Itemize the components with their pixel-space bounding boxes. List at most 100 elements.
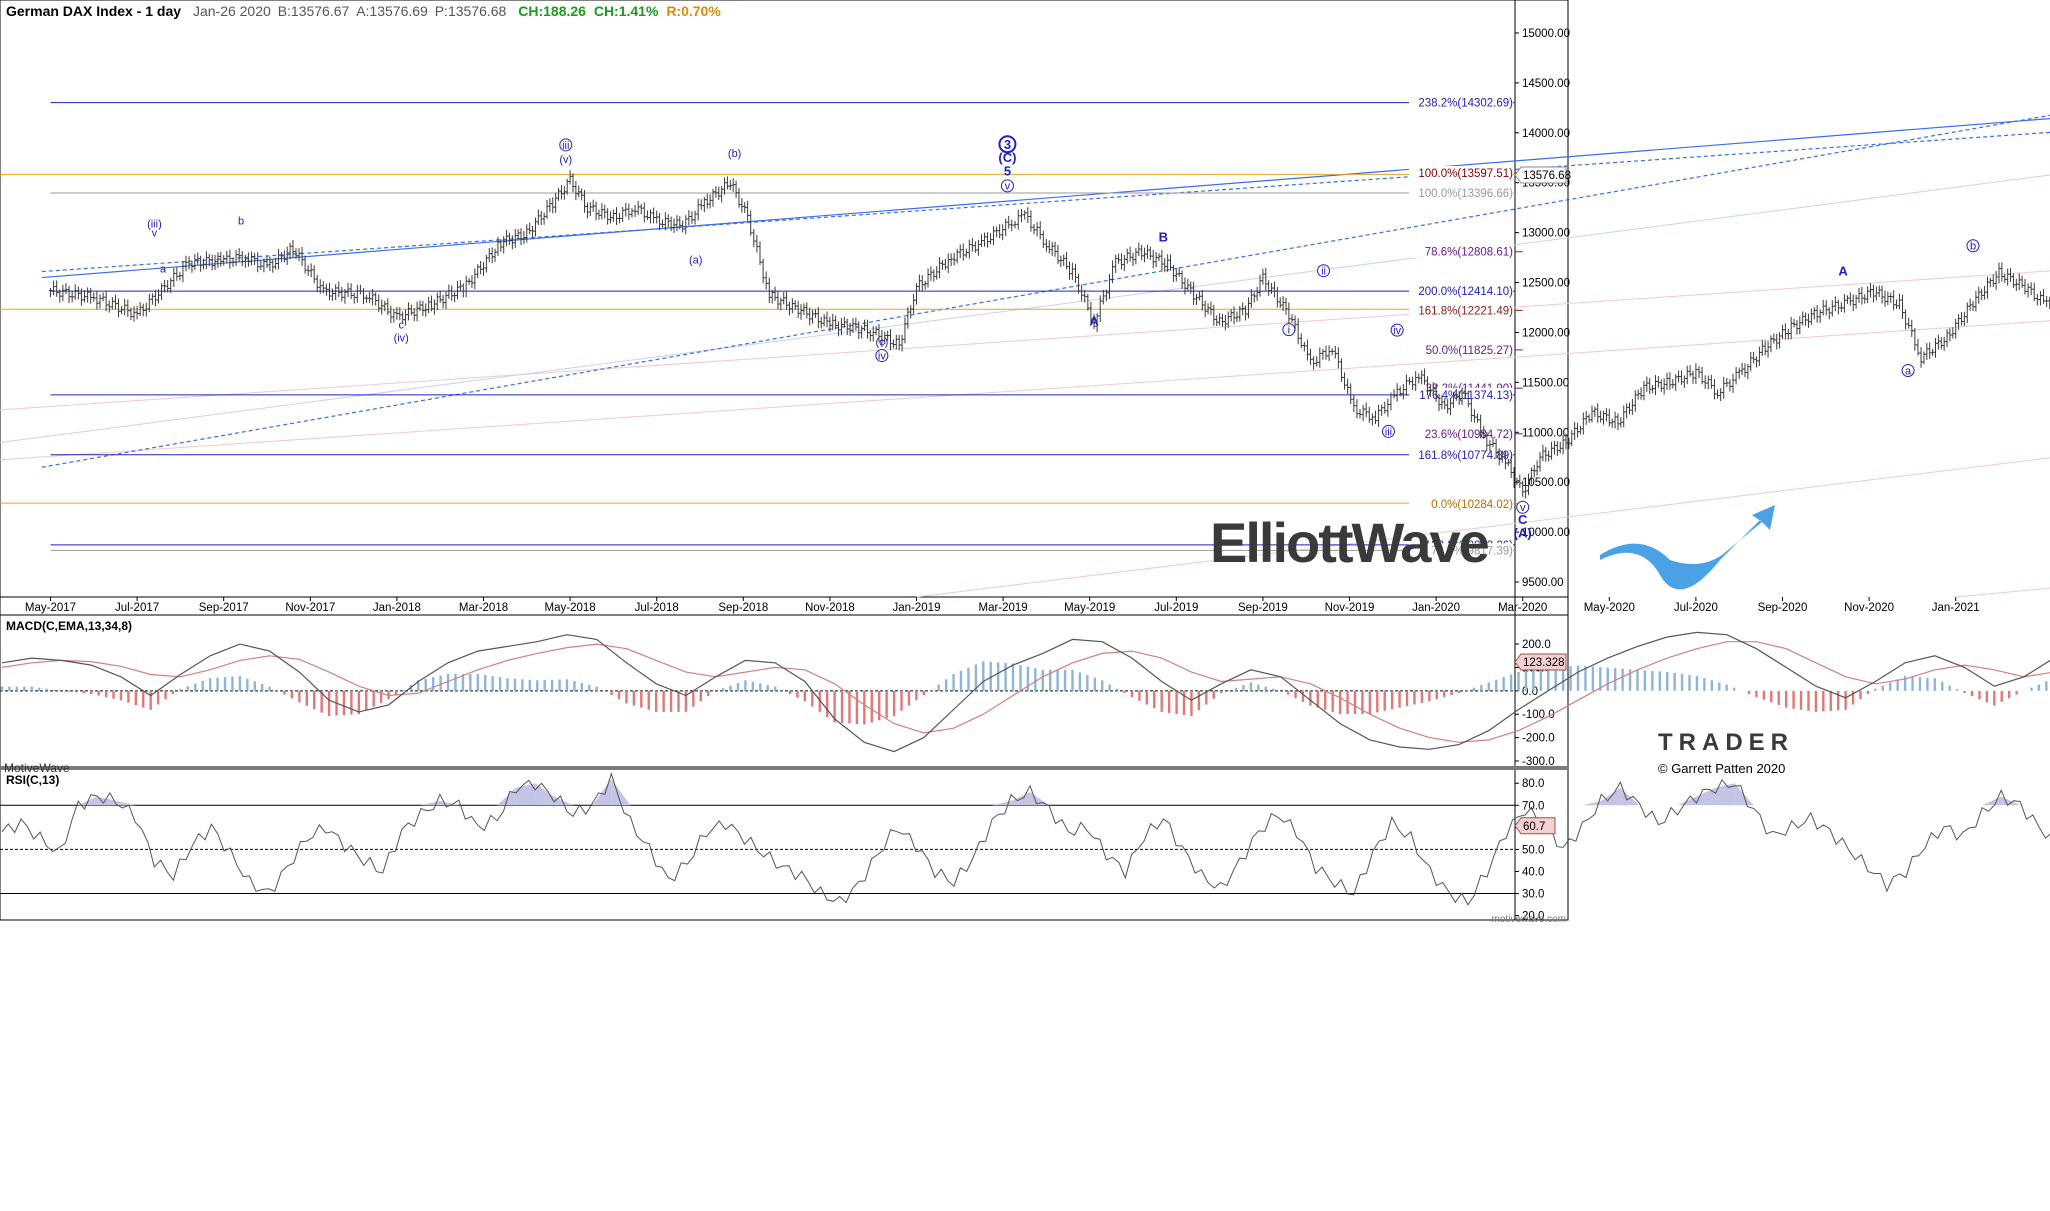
macd-hist-bar [581, 683, 583, 691]
macd-hist-bar [1592, 667, 1594, 691]
x-tick-label: Sep-2018 [718, 602, 768, 614]
rsi-y-tick-label: 50.0 [1522, 844, 1544, 856]
price-y-tick-label: 14000.00 [1522, 128, 1570, 140]
macd-hist-bar [358, 691, 360, 714]
macd-hist-bar [1376, 691, 1378, 713]
macd-hist-bar [871, 691, 873, 723]
x-tick-label: Jan-2018 [373, 602, 421, 614]
wave-label: (iv) [394, 332, 409, 344]
macd-hist-bar [1651, 671, 1653, 691]
macd-hist-bar [1949, 686, 1951, 691]
rsi-value-label: 60.7 [1523, 821, 1545, 833]
macd-hist-bar [1844, 691, 1846, 710]
macd-hist-bar [1941, 682, 1943, 691]
macd-hist-bar [283, 691, 285, 695]
macd-hist-bar [90, 691, 92, 694]
macd-hist-bar [1265, 687, 1267, 691]
macd-hist-bar [900, 691, 902, 711]
macd-hist-bar [1666, 672, 1668, 691]
x-tick-label: Jul-2020 [1674, 602, 1718, 614]
x-tick-label: Jan-2021 [1932, 602, 1980, 614]
macd-hist-bar [1495, 680, 1497, 691]
macd-hist-bar [395, 691, 397, 695]
macd-hist-bar [811, 691, 813, 707]
macd-hist-bar [1153, 691, 1155, 708]
price-y-tick-label: 14500.00 [1522, 78, 1570, 90]
macd-hist-bar [313, 691, 315, 709]
macd-hist-bar [1034, 668, 1036, 691]
macd-hist-bar [610, 691, 612, 695]
macd-hist-bar [1190, 691, 1192, 716]
macd-hist-bar [1086, 675, 1088, 691]
macd-hist-bar [506, 678, 508, 691]
macd-hist-bar [841, 691, 843, 723]
x-tick-label: Nov-2019 [1325, 602, 1375, 614]
macd-hist-bar [350, 691, 352, 715]
price-y-tick-label: 12000.00 [1522, 327, 1570, 339]
macd-hist-bar [16, 687, 18, 691]
macd-hist-bar [1748, 691, 1750, 694]
fib-level-label: 78.6%(12808.61) [1425, 247, 1513, 259]
wave-label: A [1089, 313, 1099, 328]
macd-hist-bar [261, 684, 263, 691]
macd-hist-bar [2008, 691, 2010, 698]
macd-hist-bar [1763, 691, 1765, 700]
macd-hist-bar [1502, 677, 1504, 691]
macd-hist-bar [372, 691, 374, 707]
rsi-y-tick-label: 30.0 [1522, 889, 1544, 901]
macd-hist-bar [1636, 670, 1638, 691]
macd-hist-bar [68, 691, 70, 692]
macd-hist-bar [1688, 675, 1690, 691]
macd-hist-bar [729, 686, 731, 691]
macd-hist-bar [298, 691, 300, 703]
macd-hist-bar [1242, 685, 1244, 691]
macd-hist-bar [216, 678, 218, 691]
macd-hist-bar [633, 691, 635, 706]
macd-hist-bar [1384, 691, 1386, 711]
macd-hist-bar [1101, 680, 1103, 691]
macd-hist-bar [1540, 669, 1542, 691]
macd-hist-bar [1, 687, 3, 691]
macd-hist-bar [306, 691, 308, 706]
macd-hist-bar [781, 690, 783, 691]
macd-hist-bar [1406, 691, 1408, 706]
macd-hist-bar [1168, 691, 1170, 713]
quote-change-pct: CH:1.41% [594, 3, 659, 19]
macd-hist-bar [1019, 665, 1021, 691]
macd-hist-bar [1042, 670, 1044, 691]
macd-hist-bar [722, 688, 724, 691]
fib-level-label: 50.0%(11825.27) [1426, 345, 1514, 357]
macd-hist-bar [1436, 691, 1438, 699]
macd-hist-bar [1919, 677, 1921, 691]
x-tick-label: Jan-2020 [1412, 602, 1460, 614]
wave-label: (C) [998, 150, 1016, 165]
macd-hist-bar [1926, 678, 1928, 691]
macd-hist-bar [187, 686, 189, 691]
macd-hist-bar [1398, 691, 1400, 708]
wave-label: (v) [559, 154, 572, 166]
macd-hist-bar [558, 680, 560, 691]
macd-hist-bar [209, 678, 211, 691]
macd-hist-bar [1428, 691, 1430, 702]
macd-hist-bar [142, 691, 144, 708]
macd-hist-bar [804, 691, 806, 702]
macd-hist-bar [655, 691, 657, 712]
macd-hist-bar [1324, 691, 1326, 710]
macd-hist-bar [1874, 689, 1876, 691]
wave-label: 5 [1004, 164, 1011, 179]
macd-hist-bar [960, 671, 962, 691]
macd-hist-bar [752, 682, 754, 691]
macd-hist-bar [1934, 678, 1936, 691]
faint-pink-trendline [1956, 507, 2050, 597]
macd-hist-bar [1711, 680, 1713, 691]
macd-hist-bar [1146, 691, 1148, 705]
logo-text-top: ElliottWave [1210, 511, 1489, 574]
x-tick-label: Jul-2019 [1154, 602, 1198, 614]
macd-hist-bar [1108, 685, 1110, 691]
macd-hist-bar [179, 689, 181, 691]
wave-label: B [1159, 230, 1168, 245]
macd-hist-bar [1227, 690, 1229, 691]
macd-hist-bar [1198, 691, 1200, 710]
x-tick-label: May-2019 [1064, 602, 1115, 614]
macd-hist-bar [1725, 685, 1727, 691]
